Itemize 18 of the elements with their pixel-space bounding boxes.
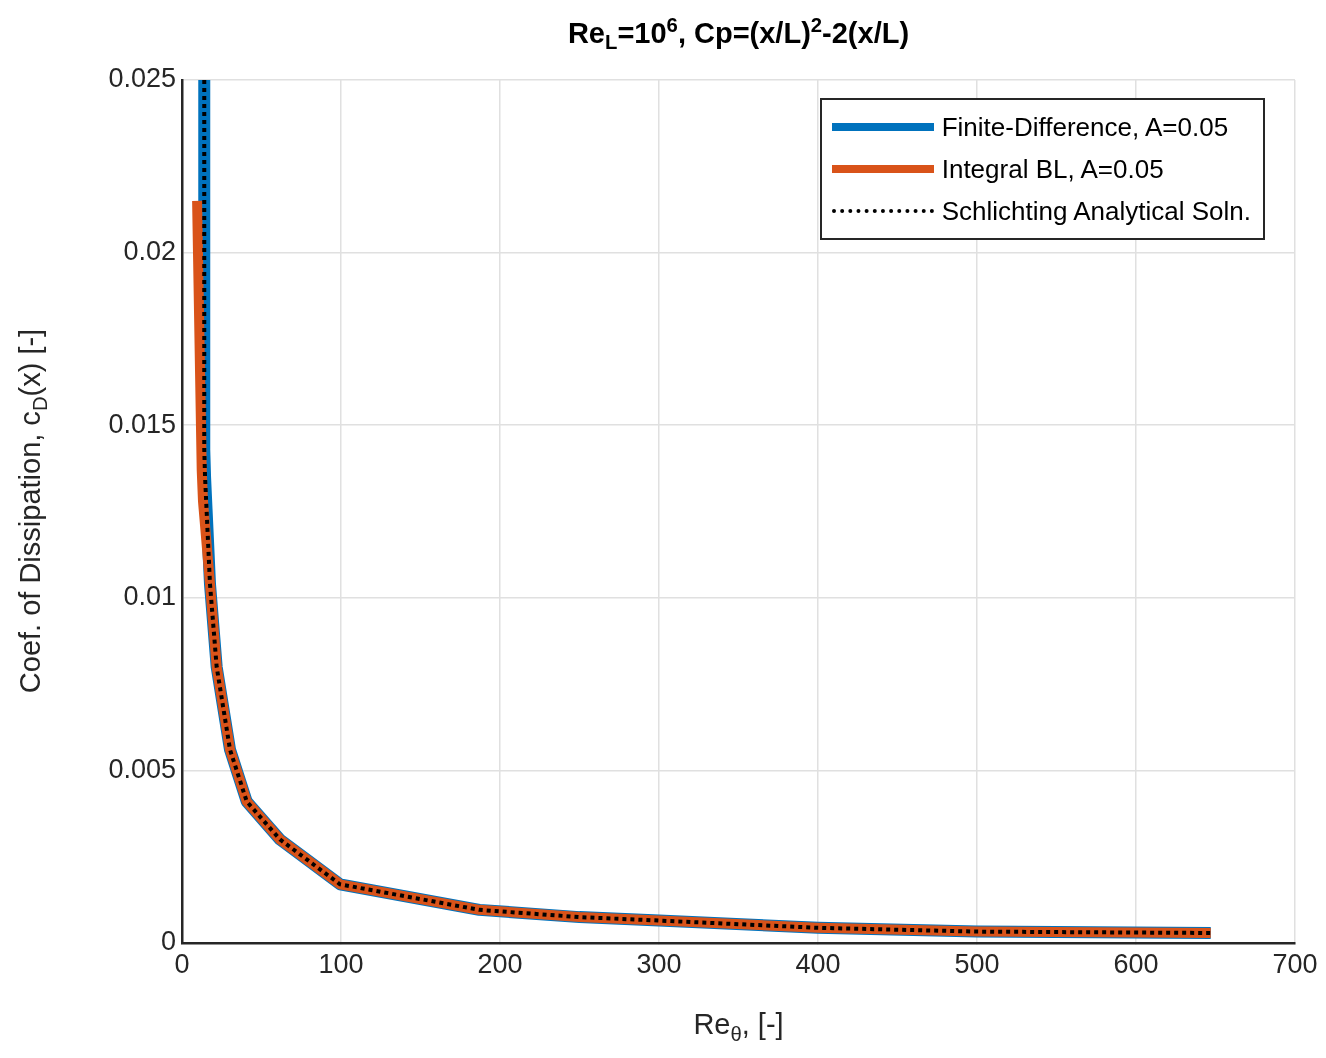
y-tick-label: 0.015 xyxy=(108,408,176,439)
y-tick-label: 0.005 xyxy=(108,753,176,784)
x-tick-label: 600 xyxy=(1113,948,1159,979)
y-tick-label: 0.01 xyxy=(123,581,176,612)
x-tick-label: 200 xyxy=(477,948,523,979)
chart-title: Re$_{L}$=10$^{6}$, Cp=(x/L)$^{2}$-2(x/L) xyxy=(566,14,911,55)
y-tick-label: 0.02 xyxy=(123,236,176,267)
legend-label: Integral BL, A=0.05 xyxy=(941,153,1164,185)
x-tick-label: 400 xyxy=(795,948,841,979)
x-axis-title: Re$_{θ}$, [-] xyxy=(692,1008,785,1046)
x-tick-label: 100 xyxy=(318,948,364,979)
legend-label: Schlichting Analytical Soln. xyxy=(941,195,1251,227)
x-tick-label: 700 xyxy=(1272,948,1318,979)
y-tick-label: 0 xyxy=(160,926,176,957)
y-tick-label: 0.025 xyxy=(108,63,176,94)
x-tick-label: 300 xyxy=(636,948,682,979)
x-tick-label: 500 xyxy=(954,948,1000,979)
legend-label: Finite-Difference, A=0.05 xyxy=(941,111,1229,143)
